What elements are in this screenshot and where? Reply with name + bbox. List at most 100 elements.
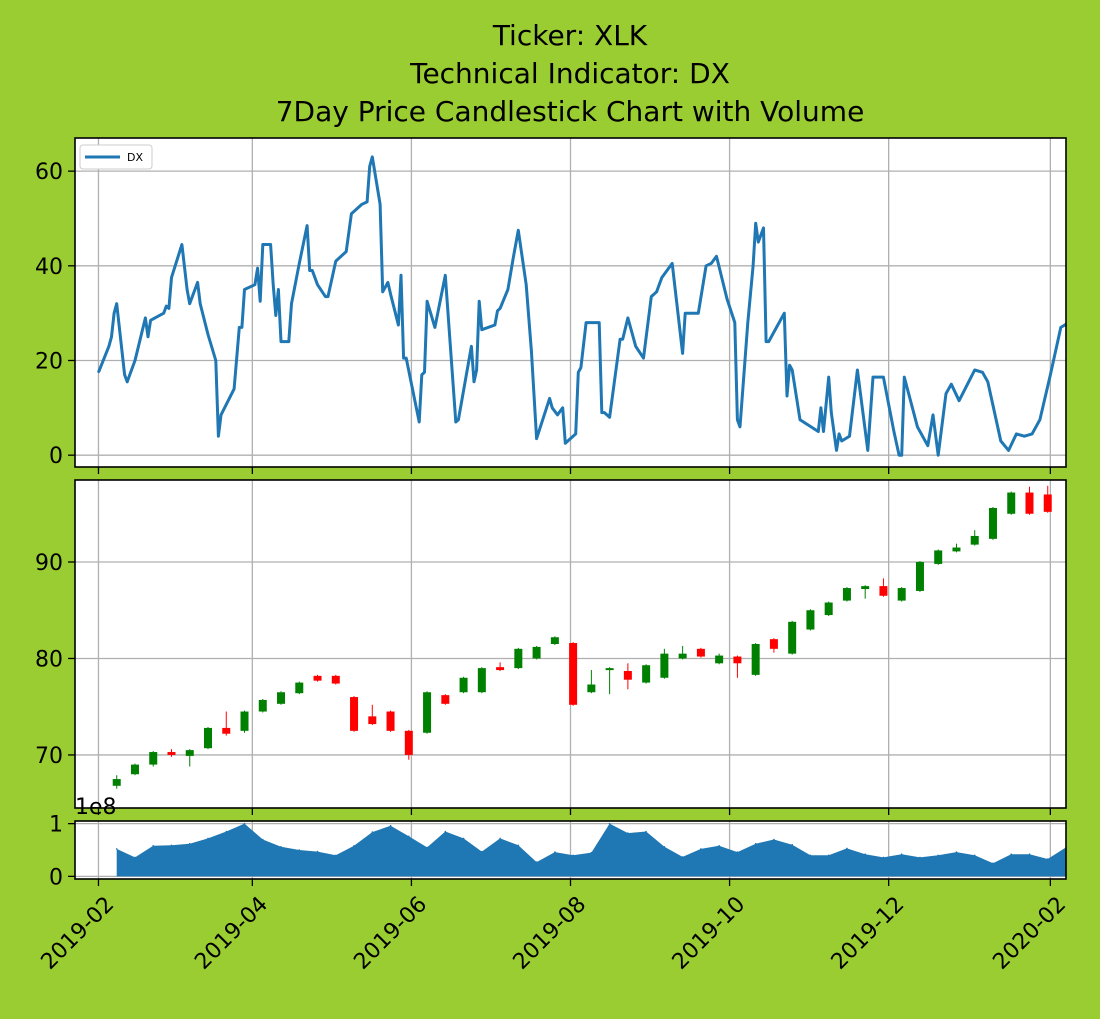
volume-point: [1046, 858, 1049, 860]
candle-body: [313, 675, 322, 681]
dx-point: [634, 345, 637, 348]
candlestick: [751, 643, 760, 676]
candlestick: [842, 587, 851, 602]
candlestick: [642, 664, 651, 684]
volume-area: [116, 823, 1066, 877]
dx-point: [499, 307, 501, 310]
dx-point: [324, 295, 327, 298]
dx-point: [757, 241, 760, 244]
candle-body: [404, 730, 413, 755]
dx-point: [220, 414, 222, 416]
candle-body: [149, 752, 158, 765]
candlestick: [678, 645, 687, 660]
candlestick: [350, 696, 359, 732]
dx-point: [168, 307, 170, 310]
dx-point: [397, 324, 400, 326]
volume-point: [919, 856, 921, 859]
dx-point: [660, 276, 663, 279]
dx-point: [903, 376, 906, 378]
dx-point: [577, 371, 580, 374]
volume-point: [481, 850, 483, 853]
dx-point: [434, 326, 436, 329]
dx-point: [715, 255, 718, 258]
volume-point: [170, 844, 173, 847]
candlestick: [459, 676, 468, 694]
dx-point: [269, 243, 272, 246]
dx-point: [238, 326, 241, 329]
dx-point: [736, 418, 739, 421]
dx-point: [366, 201, 368, 203]
volume-point: [1028, 853, 1031, 855]
dx-point: [350, 212, 353, 215]
dx-point: [619, 338, 621, 341]
candlestick: [988, 507, 997, 540]
volume-point: [262, 838, 264, 841]
volume-point: [243, 822, 246, 825]
volume-point: [499, 837, 501, 840]
chart-title-line-2: Technical Indicator: DX: [409, 57, 730, 90]
candle-body: [769, 639, 778, 649]
dx-point: [783, 312, 786, 315]
dx-point: [530, 350, 533, 352]
price-plot: [112, 485, 1052, 789]
volume-point: [335, 854, 337, 857]
dx-point: [233, 388, 236, 390]
candle-body: [861, 586, 870, 590]
candle-body: [222, 727, 231, 734]
dx-point: [308, 269, 311, 272]
volume-point: [1010, 853, 1012, 855]
volume-plot: [115, 822, 1066, 877]
candle-body: [112, 779, 121, 786]
dx-point: [786, 395, 788, 397]
candle-body: [678, 653, 687, 659]
dx-point: [551, 406, 554, 409]
y-tick-label: 90: [35, 551, 63, 576]
dx-point: [196, 281, 199, 284]
candle-body: [915, 562, 924, 591]
dx-point: [830, 411, 833, 414]
dx-point: [123, 373, 126, 376]
dx-point: [444, 274, 447, 277]
candle-body: [277, 692, 286, 704]
dx-point: [564, 442, 567, 445]
plot-border: [74, 137, 1067, 468]
dx-point: [113, 312, 115, 315]
candlestick: [696, 647, 705, 658]
dx-point: [517, 229, 520, 232]
dx-point: [981, 371, 984, 374]
dx-point: [535, 437, 538, 440]
candle-body: [970, 535, 979, 545]
candlestick: [861, 585, 870, 599]
dx-point: [361, 203, 363, 206]
dx-point: [457, 418, 460, 421]
dx-point: [454, 421, 457, 423]
candle-body: [788, 621, 797, 654]
volume-point: [389, 824, 392, 827]
dx-point: [893, 430, 895, 433]
y-tick-label: 0: [49, 865, 63, 890]
dx-point: [681, 352, 684, 355]
volume-point: [188, 842, 191, 845]
volume-point: [663, 846, 666, 848]
candlestick: [167, 749, 176, 757]
dx-point: [1007, 449, 1010, 452]
dx-point: [872, 376, 874, 378]
dx-point: [746, 321, 749, 324]
dx-point: [207, 333, 209, 336]
candle-body: [295, 682, 304, 694]
plot-border: [74, 479, 1067, 809]
dx-point: [882, 376, 885, 378]
candle-body: [842, 588, 851, 601]
candle-body: [1043, 494, 1052, 512]
y-tick-label: 40: [35, 255, 63, 280]
dx-point: [144, 317, 147, 319]
chart-title-line-3: 7Day Price Candlestick Chart with Volume: [276, 95, 865, 128]
candlestick: [824, 601, 833, 617]
dx-point: [932, 414, 934, 416]
candle-body: [496, 667, 505, 671]
volume-point: [152, 845, 154, 847]
volume-point: [973, 854, 976, 857]
dx-point: [916, 425, 919, 428]
dx-point: [608, 416, 611, 419]
dx-point: [274, 314, 277, 317]
